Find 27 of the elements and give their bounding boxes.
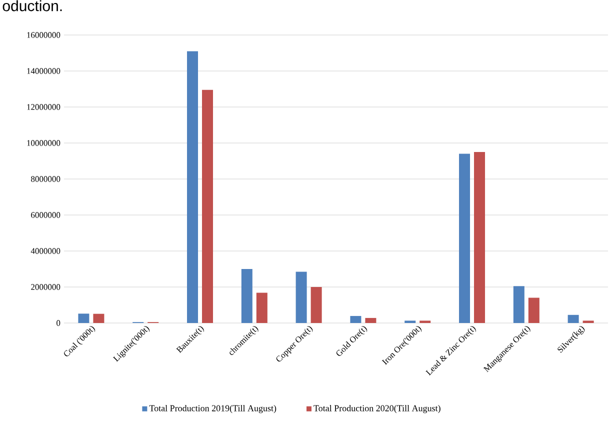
bar — [474, 152, 486, 323]
y-tick-label: 14000000 — [27, 68, 60, 74]
y-tick-label: 0 — [56, 320, 60, 326]
bar — [310, 287, 322, 323]
bar — [78, 314, 90, 323]
bar — [459, 154, 470, 323]
y-tick-label: 12000000 — [27, 104, 60, 110]
y-tick-label: 16000000 — [27, 32, 60, 38]
y-tick-label: 4000000 — [30, 248, 60, 254]
legend-label: Total Production 2020(Till August) — [314, 404, 440, 414]
bar — [528, 298, 540, 323]
y-tick-label: 8000000 — [31, 176, 60, 182]
bar — [365, 318, 376, 323]
bar — [187, 51, 198, 323]
y-tick-label: 10000000 — [27, 140, 60, 146]
bar — [568, 314, 579, 323]
bar — [241, 269, 252, 323]
bar — [202, 90, 214, 323]
bar — [256, 292, 268, 323]
y-tick-label: 2000000 — [31, 284, 60, 290]
y-tick-label: 6000000 — [31, 212, 60, 218]
legend-label: Total Production 2019(Till August) — [149, 404, 276, 414]
text: oduction. — [2, 0, 62, 12]
bar — [93, 314, 104, 323]
bar — [513, 286, 524, 323]
bar — [296, 272, 307, 323]
bar — [350, 316, 362, 323]
